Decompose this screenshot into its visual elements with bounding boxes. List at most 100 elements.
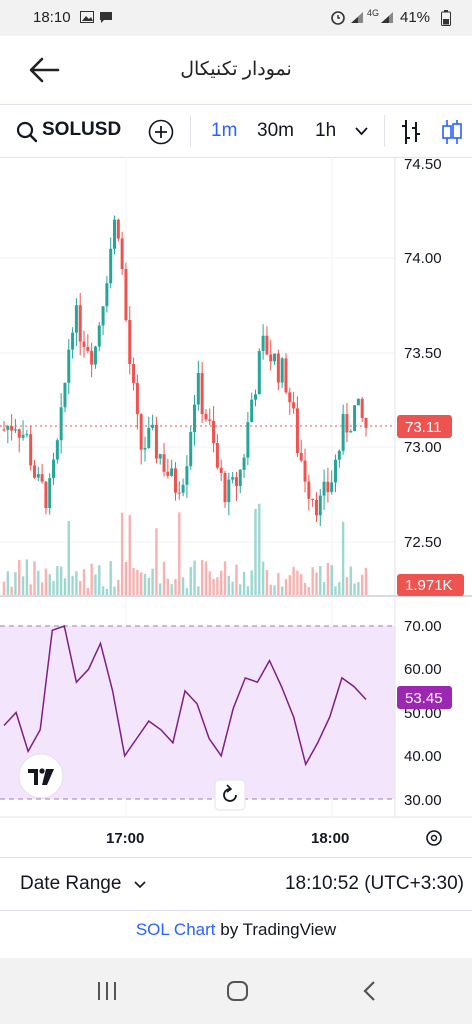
recent-apps-icon[interactable] <box>96 981 118 1001</box>
tradingview-logo-icon[interactable] <box>18 753 64 799</box>
candle-body <box>250 399 254 423</box>
volume-bar <box>216 577 219 595</box>
rsi-tick: 70.00 <box>404 618 442 635</box>
attribution-link[interactable]: SOL Chart <box>135 920 216 939</box>
candle-body <box>345 414 349 433</box>
candle-body <box>284 358 288 393</box>
volume-bar <box>338 581 341 595</box>
candle-body <box>2 429 6 431</box>
add-symbol-icon[interactable] <box>148 119 174 145</box>
chart-footer: Date Range 18:10:52 (UTC+3:30) <box>0 857 472 911</box>
timeframe-1m[interactable]: 1m <box>211 120 238 141</box>
volume-bar <box>174 579 177 595</box>
timeframe-30m[interactable]: 30m <box>257 120 294 141</box>
candle-body <box>48 478 52 509</box>
volume-bar <box>113 586 116 595</box>
timezone-clock[interactable]: 18:10:52 (UTC+3:30) <box>284 873 464 894</box>
candle-body <box>162 454 166 472</box>
candle-body <box>93 346 97 365</box>
price-tick: 72.50 <box>404 534 442 551</box>
candle-body <box>341 414 345 451</box>
volume-bar <box>227 575 231 595</box>
volume-bar <box>21 576 25 595</box>
settings-icon[interactable] <box>426 830 442 846</box>
candle-body <box>63 382 67 408</box>
price-chart[interactable]: 74.50 74.00 73.50 73.00 72.50 70.00 60.0… <box>0 157 472 857</box>
candle-body <box>330 482 334 493</box>
search-icon[interactable] <box>16 121 38 143</box>
candle-body <box>147 427 151 449</box>
volume-value: 1.971K <box>405 577 453 594</box>
candle-body <box>166 471 170 476</box>
candle-body <box>193 404 197 432</box>
volume-bar <box>235 564 238 595</box>
volume-bar <box>37 570 40 595</box>
candle-body <box>17 429 21 438</box>
bar-chart-type-icon[interactable] <box>399 118 423 146</box>
candle-body <box>101 306 105 326</box>
date-range-button[interactable]: Date Range <box>20 873 122 894</box>
candle-body <box>181 484 185 493</box>
candle-body <box>82 341 86 347</box>
arrow-left-icon[interactable] <box>28 56 60 84</box>
candle-body <box>364 417 368 428</box>
candle-body <box>86 346 90 351</box>
battery-percent: 41% <box>400 9 431 26</box>
volume-bars <box>2 503 368 595</box>
rsi-tick: 50.00 <box>404 705 442 722</box>
home-icon[interactable] <box>226 980 250 1002</box>
volume-bar <box>223 561 227 595</box>
volume-bar <box>185 588 189 595</box>
volume-bar <box>208 571 211 595</box>
volume-bar <box>364 567 368 595</box>
rsi-tick: 30.00 <box>404 792 442 809</box>
volume-bar <box>204 561 208 595</box>
timeframe-1h[interactable]: 1h <box>315 120 337 141</box>
candles-icon[interactable] <box>440 118 464 146</box>
candle-body <box>21 435 25 438</box>
candle-body <box>292 402 296 409</box>
volume-bar <box>292 566 295 595</box>
candle-body <box>139 414 143 450</box>
candle-body <box>303 460 307 482</box>
candle-body <box>13 429 17 431</box>
candle-body <box>67 349 71 383</box>
rsi-line <box>3 625 367 767</box>
candle-body <box>143 448 147 450</box>
candle-body <box>158 454 162 459</box>
volume-bar <box>357 582 360 595</box>
volume-bar <box>67 520 70 595</box>
candle-body <box>360 398 364 418</box>
rsi-tick: 40.00 <box>404 748 442 765</box>
candle-body <box>29 434 33 466</box>
volume-bar <box>139 572 143 595</box>
candle-body <box>208 419 212 421</box>
candle-body <box>177 492 181 494</box>
back-nav-icon[interactable] <box>362 980 378 1002</box>
volume-bar <box>239 584 242 595</box>
symbol-search[interactable]: SOLUSD <box>42 119 122 140</box>
price-tick: 73.50 <box>404 345 442 362</box>
volume-bar <box>189 567 192 595</box>
volume-bar <box>200 560 204 595</box>
network-type: 4G <box>367 8 380 18</box>
volume-bar <box>307 586 311 595</box>
volume-bar <box>18 559 21 595</box>
candle-body <box>257 350 261 395</box>
attribution: SOL Chart by TradingView <box>0 920 472 940</box>
volume-bar <box>345 577 349 595</box>
volume-bar <box>33 561 36 595</box>
reset-chart-button[interactable] <box>214 779 246 811</box>
candle-body <box>234 477 238 487</box>
candle-body <box>32 465 36 478</box>
candle-body <box>185 466 189 485</box>
volume-bar <box>98 565 101 595</box>
chevron-down-icon[interactable] <box>134 881 146 889</box>
candle-body <box>97 325 101 347</box>
candle-body <box>219 467 223 473</box>
candle-body <box>307 481 311 499</box>
volume-bar <box>178 512 181 595</box>
rsi-band <box>0 626 395 799</box>
chevron-down-icon[interactable] <box>355 127 368 136</box>
candle-body <box>261 335 265 351</box>
